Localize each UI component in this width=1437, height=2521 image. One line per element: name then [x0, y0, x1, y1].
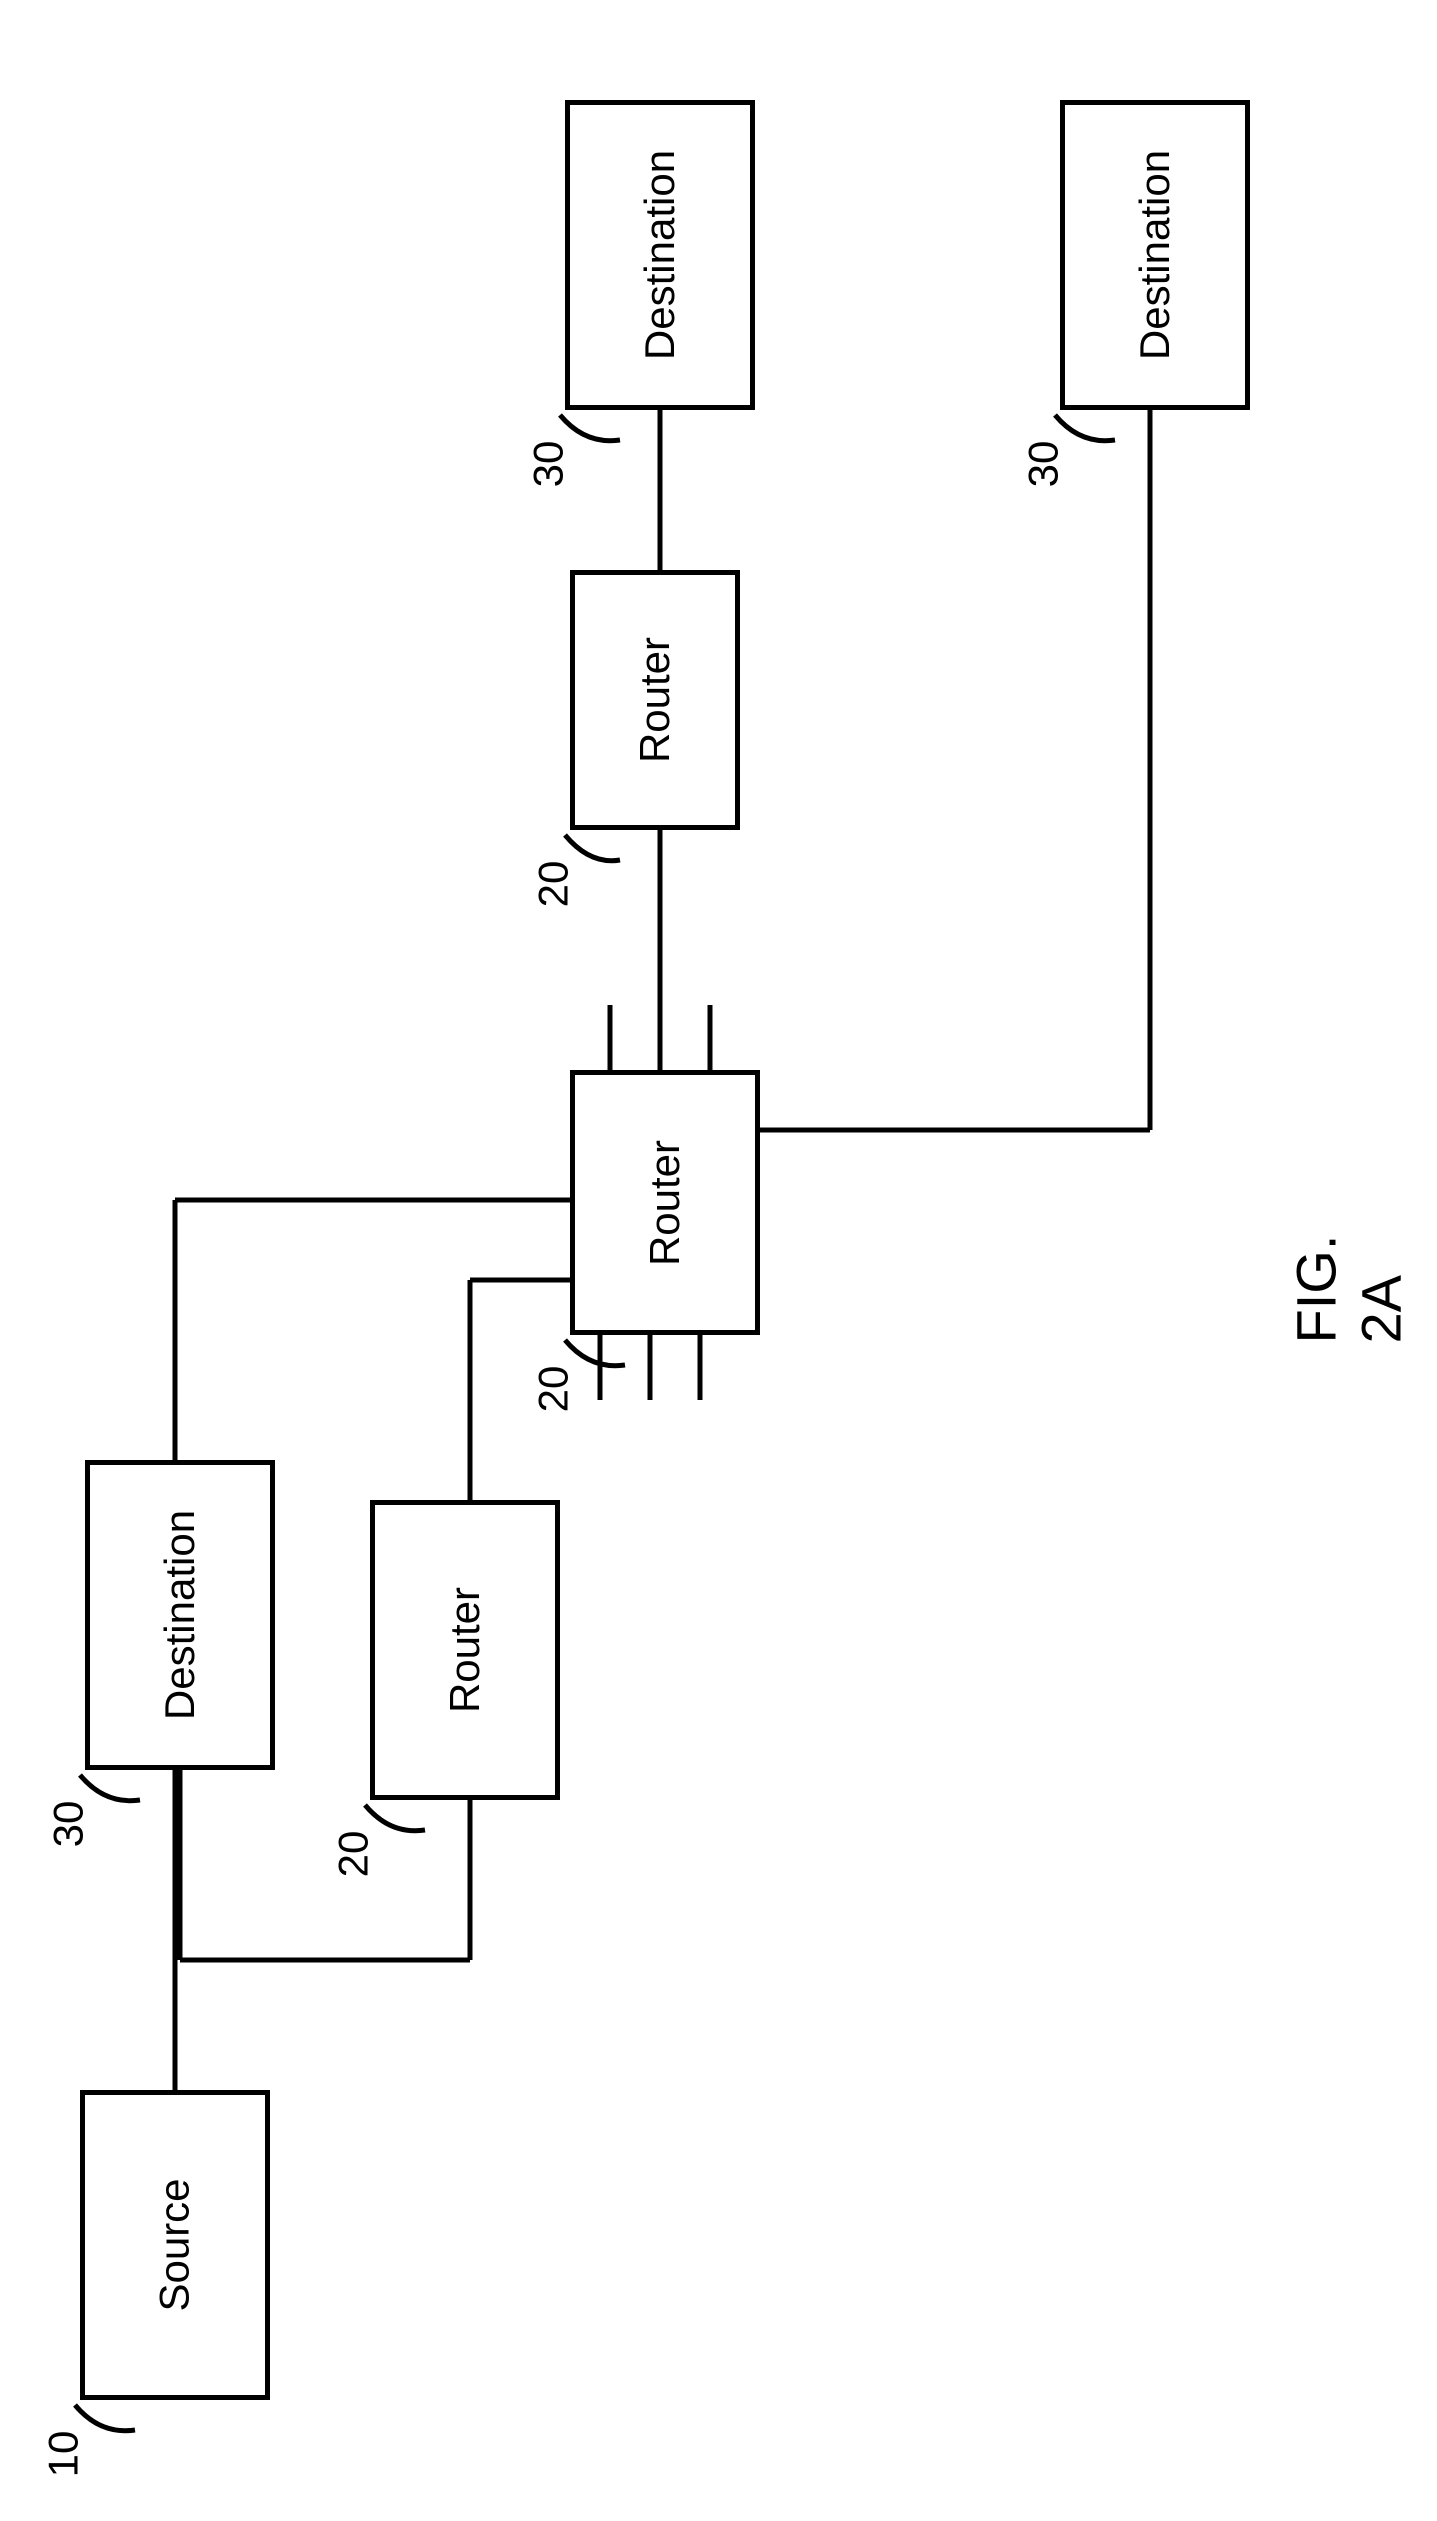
ref-dest-left: 30 — [44, 1801, 92, 1848]
ref-router-top: 20 — [529, 861, 577, 908]
node-source: Source — [80, 2090, 270, 2400]
node-dest-bottom-label: Destination — [1131, 150, 1179, 360]
ref-dest-top: 30 — [524, 441, 572, 488]
ref-router-mid: 20 — [329, 1831, 377, 1878]
node-router-center-label: Router — [641, 1139, 689, 1265]
node-source-label: Source — [151, 2178, 199, 2311]
node-router-top-label: Router — [631, 637, 679, 763]
node-dest-left: Destination — [85, 1460, 275, 1770]
node-router-mid-label: Router — [441, 1587, 489, 1713]
node-dest-left-label: Destination — [156, 1510, 204, 1720]
ref-router-center: 20 — [529, 1366, 577, 1413]
node-router-mid: Router — [370, 1500, 560, 1800]
diagram-canvas: Source 10 Router 20 Router 20 Router 20 … — [0, 0, 1437, 2521]
figure-label: FIG. 2A — [1284, 1167, 1414, 1344]
node-router-center: Router — [570, 1070, 760, 1335]
node-dest-top: Destination — [565, 100, 755, 410]
node-dest-bottom: Destination — [1060, 100, 1250, 410]
ref-dest-bottom: 30 — [1019, 441, 1067, 488]
node-dest-top-label: Destination — [636, 150, 684, 360]
ref-source: 10 — [39, 2431, 87, 2478]
node-router-top: Router — [570, 570, 740, 830]
